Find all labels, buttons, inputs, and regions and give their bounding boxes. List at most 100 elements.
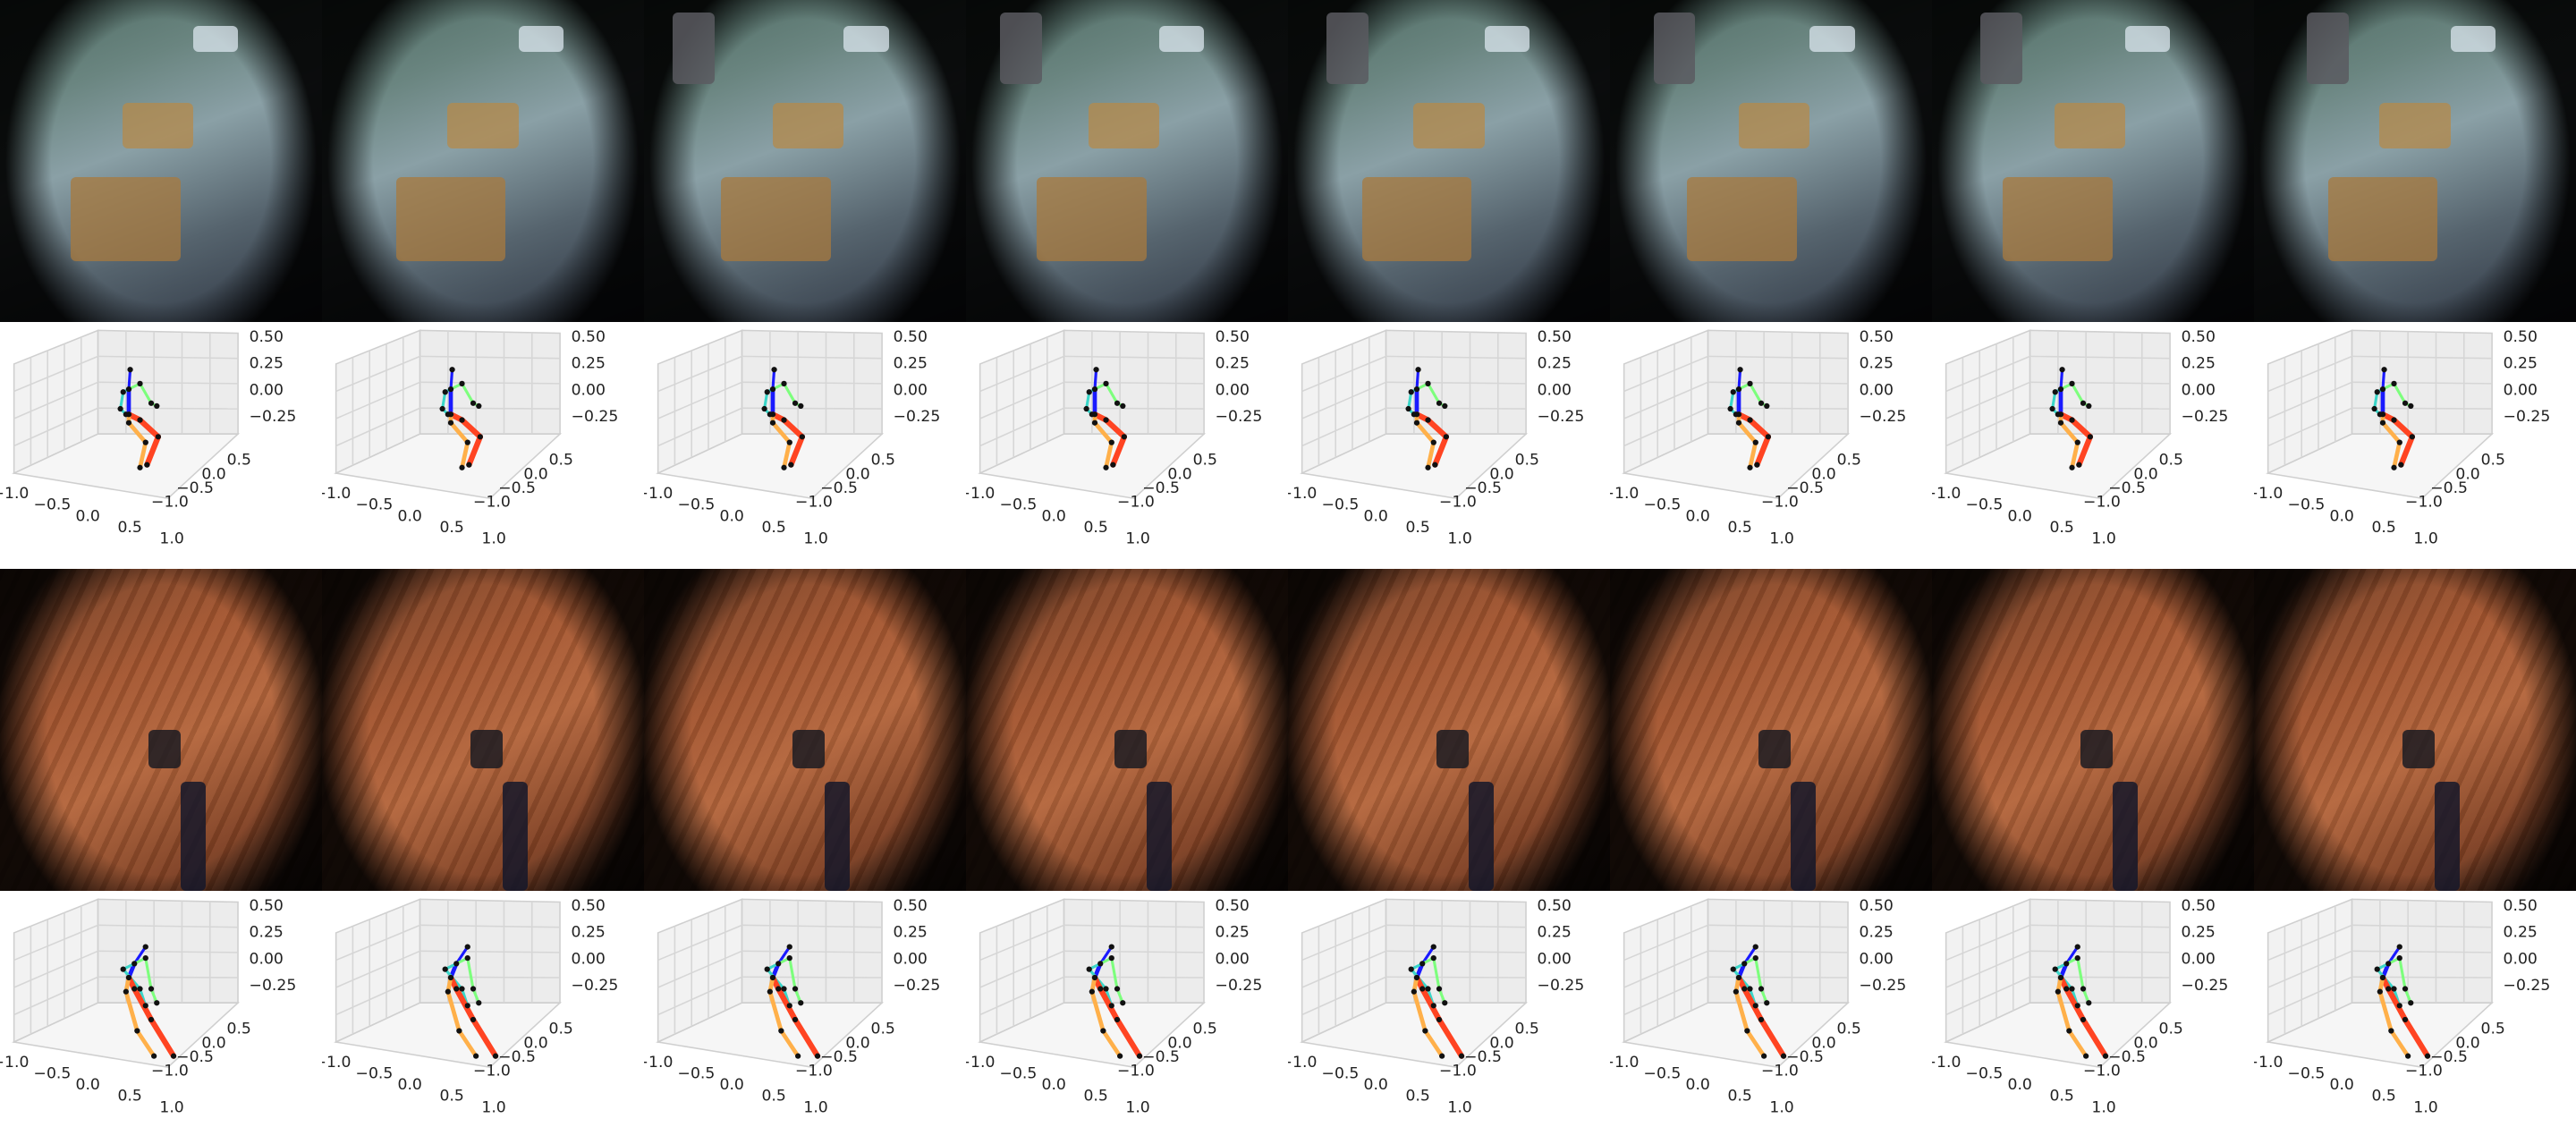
x-tick-label: 0.0 xyxy=(1364,507,1388,525)
classroom-frame-image xyxy=(644,0,966,322)
z-tick-label: 0.50 xyxy=(1860,328,1894,346)
person-blur xyxy=(2307,13,2350,84)
bone xyxy=(1737,368,1742,391)
x-tick-label: −1.0 xyxy=(1932,1054,1961,1072)
bone xyxy=(792,1016,821,1059)
x-tick-label: −0.5 xyxy=(1966,496,2004,514)
joint xyxy=(449,367,455,373)
scene-object xyxy=(1484,25,1530,52)
joint xyxy=(127,367,133,373)
x-tick-label: −0.5 xyxy=(1000,1065,1038,1083)
scene-object xyxy=(1758,730,1791,769)
scene-object xyxy=(180,781,207,891)
joint xyxy=(477,434,483,440)
z-tick-label: −0.25 xyxy=(1538,408,1585,426)
z-tick-label: −0.25 xyxy=(2504,408,2551,426)
joint xyxy=(1103,464,1109,470)
joint xyxy=(117,405,123,412)
joint xyxy=(1097,986,1104,992)
x-tick-label: −0.5 xyxy=(34,496,72,514)
y-tick-label: −1.0 xyxy=(473,1063,511,1080)
x-tick-label: −1.0 xyxy=(1610,485,1639,503)
z-tick-label: 0.50 xyxy=(894,328,928,346)
joint xyxy=(148,986,155,992)
x-tick-label: 0.0 xyxy=(1686,507,1710,525)
bone xyxy=(144,956,153,991)
joint xyxy=(1086,389,1092,395)
joint xyxy=(1741,961,1748,967)
scene-object xyxy=(824,781,851,891)
joint xyxy=(445,411,451,418)
joint xyxy=(1422,1028,1428,1034)
joint xyxy=(470,986,477,992)
bone xyxy=(466,956,475,991)
joint xyxy=(453,961,460,967)
joint xyxy=(464,944,470,950)
x-tick-label: 1.0 xyxy=(2413,1098,2437,1116)
joint xyxy=(1752,439,1758,445)
z-tick-label: −0.25 xyxy=(894,977,941,995)
floor-frame-image xyxy=(966,569,1288,891)
joint xyxy=(1120,402,1126,410)
joint xyxy=(775,986,782,992)
x-tick-label: 1.0 xyxy=(481,530,505,547)
z-tick-label: 0.00 xyxy=(1216,950,1250,968)
x-tick-label: 0.5 xyxy=(1083,1088,1107,1106)
y-tick-label: −1.0 xyxy=(795,494,833,512)
joint xyxy=(1413,419,1420,426)
z-tick-label: 0.25 xyxy=(572,924,606,942)
skeleton xyxy=(761,367,805,470)
bone xyxy=(1098,945,1114,965)
joint xyxy=(1752,954,1758,962)
z-tick-label: 0.00 xyxy=(894,950,928,968)
joint xyxy=(792,986,799,992)
axes-3d xyxy=(1300,898,1529,1069)
z-tick-label: 0.25 xyxy=(572,355,606,373)
joint xyxy=(2408,1000,2414,1006)
x-tick-label: 1.0 xyxy=(1125,530,1149,547)
joint xyxy=(476,1000,482,1006)
scene-object xyxy=(2112,781,2139,891)
scene-object xyxy=(1436,730,1469,769)
joint xyxy=(2102,1053,2109,1059)
z-tick-label: −0.25 xyxy=(2182,408,2229,426)
bone xyxy=(2063,986,2087,1023)
x-tick-label: −0.5 xyxy=(2288,496,2326,514)
classroom-frame-image xyxy=(1288,0,1610,322)
bone xyxy=(2058,420,2080,445)
bone xyxy=(1419,986,1443,1023)
joint xyxy=(1103,380,1109,386)
joint xyxy=(2052,389,2058,395)
z-tick-label: −0.25 xyxy=(1860,977,1907,995)
z-tick-label: 0.25 xyxy=(1860,924,1894,942)
bone xyxy=(1420,945,1436,965)
joint xyxy=(2402,986,2409,992)
pose-plot-svg: 0.500.250.00−0.25−1.0−0.50.00.51.00.50.0… xyxy=(1932,328,2229,547)
joint xyxy=(2405,1053,2411,1059)
joint xyxy=(1436,1016,1443,1023)
pose-plot-svg: 0.500.250.00−0.25−1.0−0.50.00.51.00.50.0… xyxy=(966,897,1262,1116)
y-tick-label: 0.5 xyxy=(1515,452,1539,470)
y-tick-label: 0.5 xyxy=(2481,452,2505,470)
joint xyxy=(1430,944,1436,950)
bone xyxy=(781,417,805,440)
z-tick-label: 0.00 xyxy=(572,381,606,399)
y-tick-label: 0.0 xyxy=(523,1034,547,1052)
z-tick-label: 0.25 xyxy=(250,355,284,373)
bone xyxy=(1407,390,1413,411)
joint xyxy=(120,389,126,395)
axes-3d xyxy=(2266,898,2495,1069)
pose-plot-svg: 0.500.250.00−0.25−1.0−0.50.00.51.00.50.0… xyxy=(1932,897,2228,1116)
joint xyxy=(1432,462,1438,468)
joint xyxy=(1752,944,1758,950)
bone xyxy=(126,420,148,445)
joint xyxy=(459,417,465,423)
z-tick-label: 0.25 xyxy=(250,924,284,942)
scene-object xyxy=(193,25,239,52)
bone xyxy=(1089,989,1106,1033)
y-tick-label: −1.0 xyxy=(2405,494,2443,512)
joint xyxy=(1114,400,1121,406)
x-tick-label: 1.0 xyxy=(481,1098,505,1116)
joint xyxy=(1758,1016,1765,1023)
x-tick-label: −1.0 xyxy=(1932,485,1961,503)
